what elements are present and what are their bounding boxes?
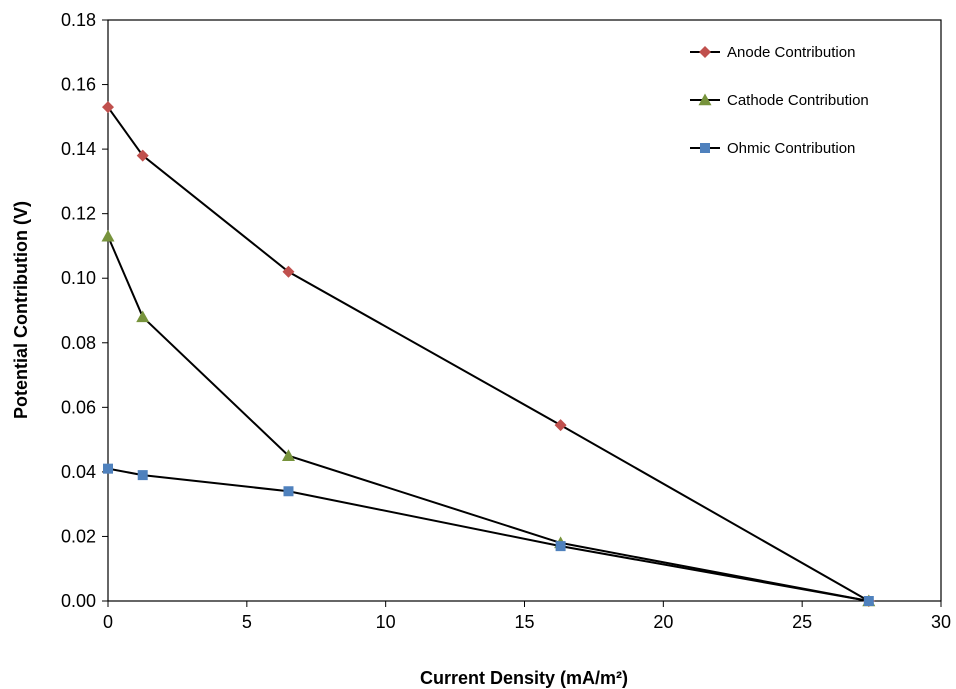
data-point [103,463,113,474]
x-tick-label: 10 [376,612,396,632]
y-axis-title: Potential Contribution (V) [11,201,31,419]
legend-label: Ohmic Contribution [727,140,855,157]
data-point [554,419,567,432]
data-point [101,229,115,242]
x-tick-label: 0 [103,612,113,632]
data-point [283,486,294,497]
y-tick-label: 0.00 [61,591,96,611]
legend: Anode Contribution Cathode Contribution Oh… [690,44,869,157]
x-tick-label: 30 [931,612,951,632]
data-point [102,101,114,114]
series-layer [101,101,876,607]
y-tick-label: 0.10 [61,268,96,288]
y-tick-label: 0.04 [61,462,96,482]
data-point [282,265,295,278]
data-point [863,596,874,606]
y-tick-label: 0.06 [61,397,96,417]
data-point [136,149,149,162]
x-axis: 0 5 10 15 20 25 30 [103,601,951,632]
y-tick-label: 0.08 [61,333,96,353]
x-axis-title: Current Density (mA/m²) [420,668,628,688]
series-line [107,235,869,602]
y-tick-label: 0.12 [61,204,96,224]
x-tick-label: 15 [514,612,534,632]
legend-marker [698,93,712,106]
y-axis: 0.00 0.02 0.04 0.06 0.08 0.10 0.12 0.14 0.16 0.18 [61,10,108,611]
y-tick-label: 0.16 [61,75,96,95]
data-point [555,541,566,552]
data-point [137,470,148,481]
legend-marker [699,46,711,58]
y-tick-label: 0.18 [61,10,96,30]
legend-item: Anode Contribution [690,44,855,61]
data-point [281,449,295,461]
data-point [136,310,150,323]
series-line [107,106,870,602]
x-tick-label: 25 [792,612,812,632]
x-tick-label: 20 [653,612,673,632]
legend-label: Anode Contribution [727,44,855,61]
legend-item: Ohmic Contribution [690,140,855,157]
y-tick-label: 0.02 [61,526,96,546]
legend-item: Cathode Contribution [690,92,869,109]
y-tick-label: 0.14 [61,139,96,159]
series-triangle [101,229,876,607]
series-square [103,463,874,606]
legend-marker [700,143,710,153]
x-tick-label: 5 [242,612,252,632]
legend-label: Cathode Contribution [727,92,869,109]
